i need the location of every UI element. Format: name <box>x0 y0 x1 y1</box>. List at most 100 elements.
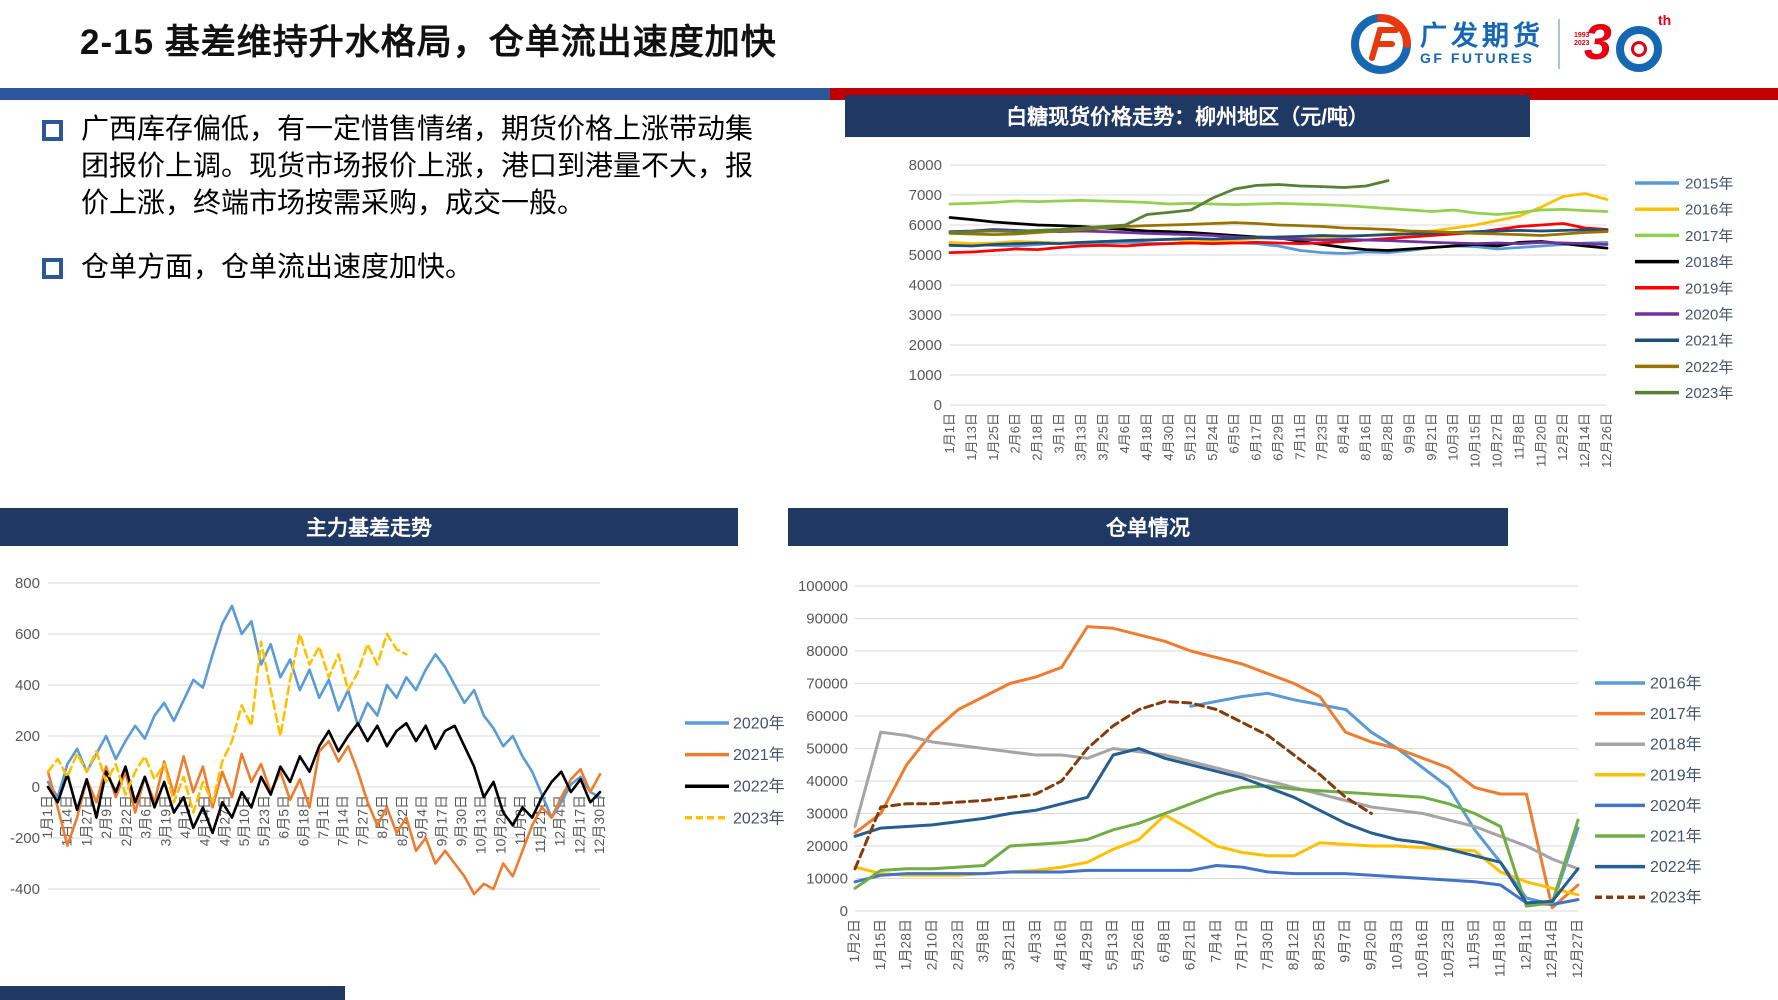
x-axis-tick-label: 9月21日 <box>1424 413 1439 461</box>
x-axis-tick-label: 4月14日 <box>197 795 213 846</box>
warehouse-receipt-chart: 0 10000 20000 30000 40000 50000 60000 70000 8000… <box>798 578 1702 978</box>
legend-item: 2015年 <box>1635 176 1733 193</box>
y-axis-tick-label: 30000 <box>806 806 848 823</box>
y-axis-tick-label: 10000 <box>806 871 848 888</box>
anniversary-ring-dot <box>1631 41 1647 57</box>
x-axis-tick-label: 4月29日 <box>1078 919 1094 970</box>
y-axis-tick-label: 20000 <box>806 838 848 855</box>
y-axis-tick-label: -200 <box>10 830 40 847</box>
logo-separator <box>1558 19 1560 69</box>
x-axis-tick-label: 1月1日 <box>39 795 55 839</box>
y-axis-tick-label: 200 <box>15 728 40 745</box>
legend-label: 2016年 <box>1650 675 1702 693</box>
series-2022年 <box>853 747 1580 905</box>
x-axis-tick-label: 1月27日 <box>78 795 94 846</box>
x-axis-tick-label: 3月6日 <box>138 795 154 839</box>
spot-price-chart-panel: 白糖现货价格走势：柳州地区（元/吨） 0 1000 2000 3000 4000 5000… <box>845 95 1740 495</box>
anniversary-year-start: 1993 <box>1574 32 1590 39</box>
x-axis-tick-label: 4月30日 <box>1161 413 1176 461</box>
x-axis-tick-label: 1月2日 <box>846 919 862 963</box>
legend-label: 2022年 <box>1650 858 1702 876</box>
y-axis-tick-label: 800 <box>15 575 40 592</box>
x-axis-tick-label: 11月5日 <box>1466 919 1482 969</box>
x-axis-tick-label: 6月8日 <box>1156 919 1172 963</box>
legend-label: 2018年 <box>1650 736 1702 754</box>
anniversary-year-end: 2023 <box>1574 40 1590 48</box>
bullet-item: 广西库存偏低，有一定惜售情绪，期货价格上涨带动集团报价上调。现货市场报价上涨，港… <box>42 110 777 222</box>
series-2023年 <box>948 179 1390 234</box>
x-axis-tick-label: 2月10日 <box>923 919 939 970</box>
x-axis-tick-label: 7月27日 <box>354 795 370 846</box>
y-axis-tick-label: 40000 <box>806 773 848 790</box>
legend-item: 2020年 <box>1635 307 1733 324</box>
x-axis-tick-label: 10月3日 <box>1388 919 1404 970</box>
x-axis-tick-label: 7月11日 <box>1292 413 1307 460</box>
bullet-square-icon <box>42 120 63 141</box>
legend-item: 2019年 <box>1635 280 1733 297</box>
summary-bullets: 广西库存偏低，有一定惜售情绪，期货价格上涨带动集团报价上调。现货市场报价上涨，港… <box>42 110 777 311</box>
y-axis-tick-label: 3000 <box>909 307 942 324</box>
x-axis-tick-label: 8月4日 <box>1336 413 1351 453</box>
gf-futures-logo-icon <box>1351 14 1411 74</box>
anniversary-digit-3: 3 <box>1584 14 1612 70</box>
x-axis-tick-label: 10月3日 <box>1446 413 1461 461</box>
legend-item: 2017年 <box>1595 705 1702 723</box>
legend-label: 2023年 <box>733 809 785 827</box>
x-axis-tick-label: 9月17日 <box>433 795 449 846</box>
legend-label: 2019年 <box>1650 766 1702 784</box>
basis-chart-panel: 主力基差走势 -400 -200 0 200 400 600 800 1月1日 1月14日 1月2… <box>0 508 790 912</box>
legend-item: 2017年 <box>1635 228 1733 245</box>
x-axis-tick-label: 9月9日 <box>1402 413 1417 453</box>
title-divider <box>0 88 1778 100</box>
y-axis-tick-label: 2000 <box>909 337 942 354</box>
spot-price-chart: 0 1000 2000 3000 4000 5000 6000 7000 8000 1月1日 1月1… <box>909 157 1734 468</box>
x-axis-tick-label: 12月30日 <box>591 795 607 854</box>
y-axis-tick-label: 400 <box>15 677 40 694</box>
legend-label: 2015年 <box>1685 176 1733 193</box>
anniversary-digit-0-ring <box>1616 26 1662 72</box>
anniversary-suffix: th <box>1658 12 1672 28</box>
x-axis-tick-label: 4月16日 <box>1053 919 1069 970</box>
y-axis-tick-label: 0 <box>840 903 848 920</box>
x-axis-tick-label: 2月6日 <box>1008 413 1023 453</box>
legend-label: 2023年 <box>1685 385 1733 402</box>
series-2021年 <box>853 784 1580 908</box>
y-axis-tick-label: 8000 <box>909 157 942 174</box>
title-divider-blue <box>0 88 830 100</box>
series-2019年 <box>948 222 1609 254</box>
x-axis-tick-label: 8月25日 <box>1311 919 1327 970</box>
x-axis-tick-label: 6月5日 <box>1227 413 1242 453</box>
x-axis-tick-label: 4月18日 <box>1139 413 1154 461</box>
y-axis-tick-label: 1000 <box>909 367 942 384</box>
series-2017年 <box>948 199 1609 216</box>
legend-label: 2017年 <box>1685 228 1733 245</box>
x-axis-tick-label: 10月16日 <box>1414 919 1430 978</box>
x-axis-tick-label: 1月1日 <box>942 413 957 453</box>
legend-label: 2020年 <box>733 715 785 733</box>
y-axis-tick-label: 600 <box>15 626 40 643</box>
x-axis-tick-label: 12月14日 <box>1543 919 1559 978</box>
x-axis-tick-label: 2月23日 <box>949 919 965 970</box>
legend-item: 2022年 <box>685 778 785 796</box>
x-axis-tick-label: 7月1日 <box>315 795 331 839</box>
series-2022年 <box>46 722 602 835</box>
x-axis-tick-label: 1月28日 <box>898 919 914 970</box>
legend-label: 2021年 <box>733 746 785 764</box>
legend-item: 2016年 <box>1595 675 1702 693</box>
company-logo: 广发期货 GF FUTURES 1993 2023 3 th <box>1350 6 1770 82</box>
legend-item: 2019年 <box>1595 766 1702 784</box>
legend-item: 2020年 <box>685 715 785 733</box>
legend-label: 2021年 <box>1685 333 1733 350</box>
y-axis-tick-label: 90000 <box>806 611 848 628</box>
x-axis-tick-label: 1月13日 <box>964 413 979 461</box>
series-2018年 <box>853 730 1580 871</box>
series-2023年 <box>853 699 1373 871</box>
bullet-text: 广西库存偏低，有一定惜售情绪，期货价格上涨带动集团报价上调。现货市场报价上涨，港… <box>81 113 754 219</box>
legend-item: 2021年 <box>1595 828 1702 846</box>
legend-item: 2018年 <box>1635 254 1733 271</box>
legend-label: 2016年 <box>1685 202 1733 219</box>
x-axis-tick-label: 5月24日 <box>1205 413 1220 461</box>
logo-en-text: GF FUTURES <box>1420 50 1535 67</box>
x-axis-tick-label: 4月1日 <box>177 795 193 839</box>
x-axis-tick-label: 9月7日 <box>1337 919 1353 963</box>
